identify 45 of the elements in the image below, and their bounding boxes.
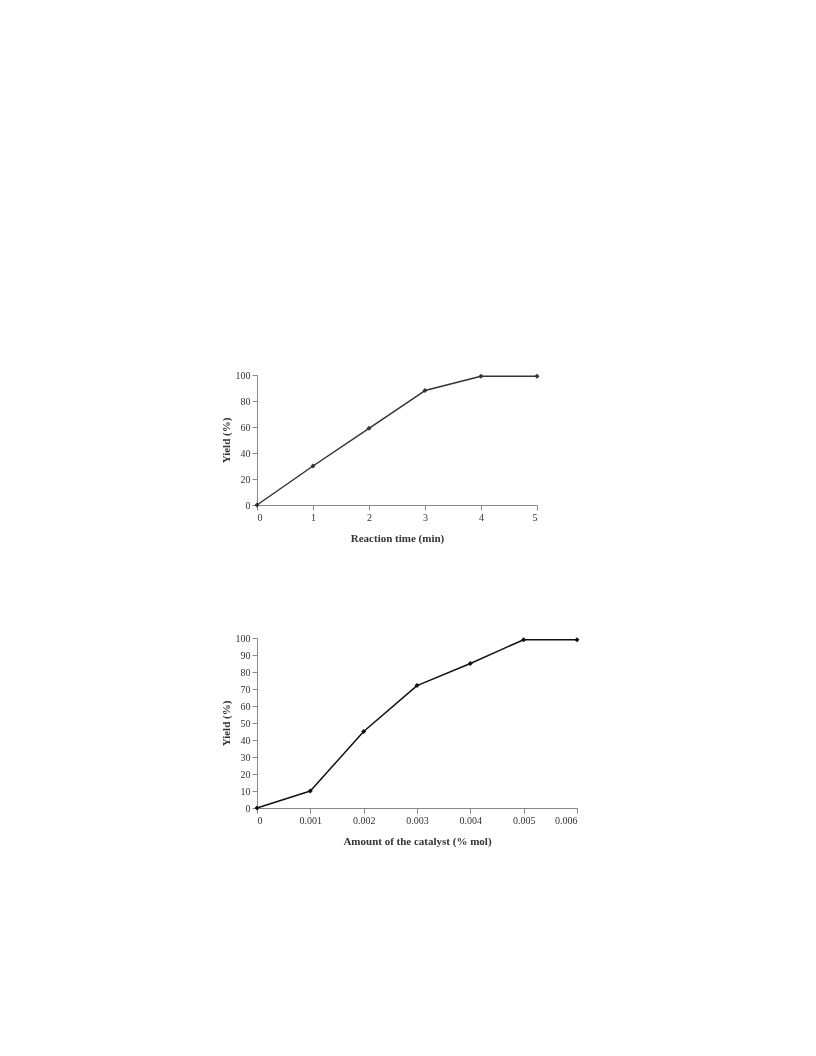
y-tick-label: 30 [240,751,251,763]
y-tick-label: 90 [240,649,251,661]
y-axis-title: Yield (%) [219,700,233,747]
y-tick-label: 60 [240,421,251,433]
x-tick-label: 5 [532,511,538,523]
y-tick-label: 40 [240,447,251,459]
x-tick-label: 1 [311,511,316,523]
y-tick-label: 70 [240,683,251,695]
y-tick-label: 50 [240,717,251,729]
x-tick-label: 0.003 [406,814,429,826]
point [366,425,372,431]
y-tick-label: 100 [235,369,251,381]
point [478,373,484,379]
x-tick-label: 0 [257,814,263,826]
point [361,729,367,734]
point [414,683,420,689]
y-tick-label: 60 [240,700,251,712]
y-tick-label: 80 [240,395,251,407]
y-tick-label: 0 [245,499,251,511]
x-tick-label: 0.001 [299,814,323,826]
x-tick-label: 0.002 [352,814,376,826]
x-tick-label: 0 [257,511,263,523]
point [307,788,313,794]
point [467,661,473,666]
y-tick-label: 20 [240,473,251,485]
y-tick-label: 80 [240,666,251,678]
y-tick-label: 10 [240,785,251,797]
point [310,463,316,469]
x-tick-label: 0.004 [459,814,483,826]
y-axis-title: Yield (%) [219,417,233,464]
y-tick-label: 100 [235,632,251,644]
point [574,637,580,643]
x-tick-label: 0.006 [555,814,578,826]
point [422,388,428,394]
y-tick-label: 0 [245,802,251,814]
x-tick-label: 0.005 [512,814,536,826]
point [534,373,540,379]
x-tick-label: 4 [479,511,484,523]
x-axis-title: Reaction time (min) [350,531,445,545]
x-axis-title: Amount of the catalyst (% mol) [343,834,492,848]
point [521,637,527,643]
x-tick-label: 2 [367,511,372,523]
y-tick-label: 40 [240,734,251,746]
y-tick-label: 20 [240,768,251,780]
x-tick-label: 3 [423,511,428,523]
